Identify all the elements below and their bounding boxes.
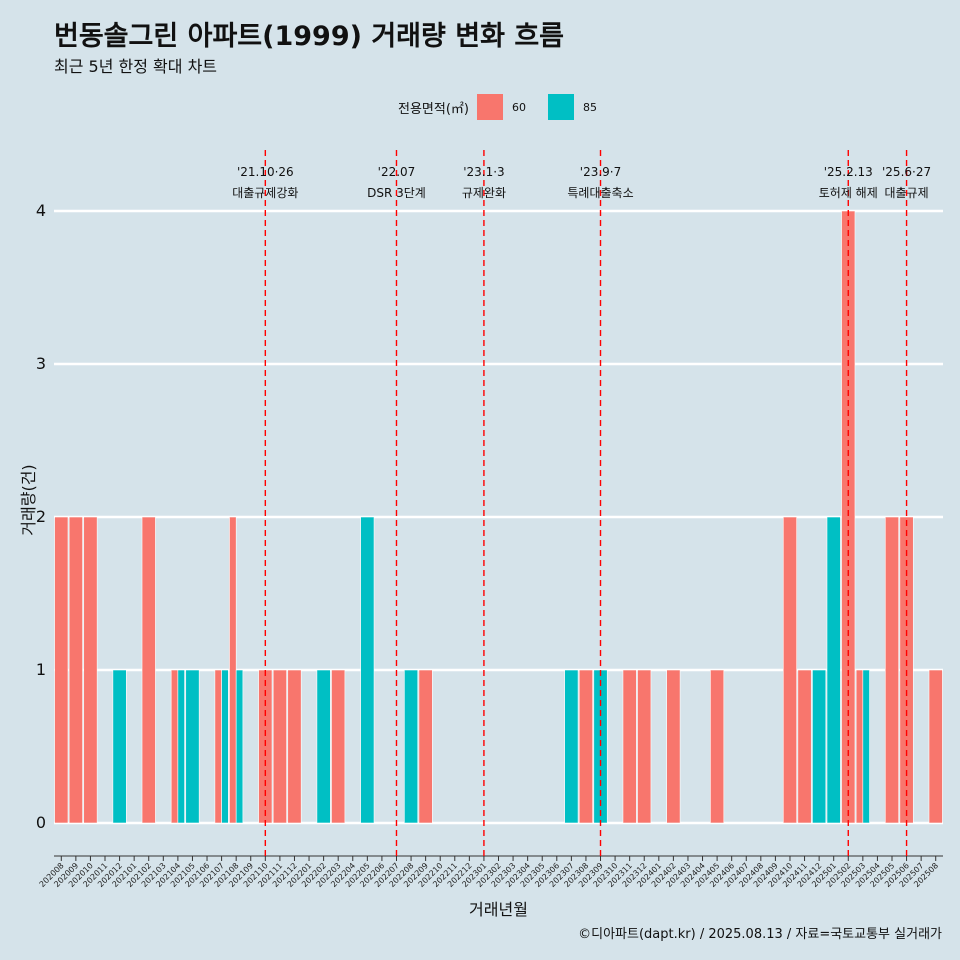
y-tick-label: 3 <box>36 354 46 373</box>
bar-60-202102 <box>141 516 156 824</box>
bar-60-202505 <box>884 516 899 824</box>
bar-60-202311 <box>622 669 637 824</box>
bar-60-202405 <box>710 669 725 824</box>
bar-60-202308 <box>578 669 593 824</box>
y-tick-label: 0 <box>36 813 46 832</box>
bar-60-202203 <box>331 669 346 824</box>
legend-label-60: 60 <box>511 100 526 114</box>
event-date: '21.10·26 <box>237 165 294 179</box>
legend-swatch-60 <box>476 94 503 120</box>
chart-subtitle: 최근 5년 한정 확대 차트 <box>54 57 218 76</box>
bar-60-202112 <box>287 669 302 824</box>
bar-85-202104 <box>177 669 185 824</box>
x-axis-title: 거래년월 <box>469 900 528 919</box>
bar-85-202107 <box>221 669 229 824</box>
event-date: '23.1·3 <box>463 165 504 179</box>
event-label: 규제완화 <box>462 186 506 200</box>
bar-60-202209 <box>418 669 433 824</box>
event-date: '23.9·7 <box>580 165 621 179</box>
bar-85-202205 <box>360 516 375 824</box>
bar-85-202501 <box>826 516 841 824</box>
bar-85-202105 <box>185 669 200 824</box>
event-date: '25.2.13 <box>824 165 873 179</box>
bar-60-202009 <box>68 516 83 824</box>
bar-85-202012 <box>112 669 127 824</box>
bar-60-202010 <box>83 516 98 824</box>
bar-85-202202 <box>316 669 331 824</box>
y-tick-label: 2 <box>36 507 46 526</box>
chart-title: 번동솔그린 아파트(1999) 거래량 변화 흐름 <box>54 21 565 52</box>
bar-60-202402 <box>666 669 681 824</box>
y-axis-title: 거래량(건) <box>19 464 38 535</box>
bar-60-202410 <box>782 516 797 824</box>
event-date: '25.6·27 <box>882 165 931 179</box>
bar-60-202107 <box>214 669 222 824</box>
event-label: 토허제 해제 <box>819 186 878 200</box>
bar-85-202503 <box>862 669 870 824</box>
bar-60-202104 <box>170 669 179 824</box>
bar-60-202111 <box>272 669 287 824</box>
y-tick-label: 4 <box>36 201 46 220</box>
bar-85-202208 <box>404 669 419 824</box>
legend: 전용면적(㎡) 60 85 <box>398 94 619 120</box>
legend-title: 전용면적(㎡) <box>398 101 469 117</box>
bar-60-202508 <box>928 669 943 824</box>
bar-60-202008 <box>54 516 69 824</box>
y-tick-label: 1 <box>36 660 46 679</box>
bar-60-202108 <box>229 516 237 824</box>
bar-85-202412 <box>812 669 827 824</box>
event-label: 대출규제 <box>884 186 928 200</box>
legend-swatch-85 <box>547 94 574 120</box>
event-label: 대출규제강화 <box>232 186 298 200</box>
bar-60-202411 <box>797 669 812 824</box>
bar-60-202503 <box>855 669 864 824</box>
bar-85-202108 <box>235 669 244 824</box>
event-label: DSR 3단계 <box>367 186 426 200</box>
legend-label-85: 85 <box>582 100 597 114</box>
bar-85-202307 <box>564 669 579 824</box>
source-caption: ©디아파트(dapt.kr) / 2025.08.13 / 자료=국토교통부 실… <box>578 927 942 942</box>
event-date: '22.07 <box>378 165 416 179</box>
bar-60-202312 <box>637 669 652 824</box>
event-label: 특례대출축소 <box>567 186 633 200</box>
